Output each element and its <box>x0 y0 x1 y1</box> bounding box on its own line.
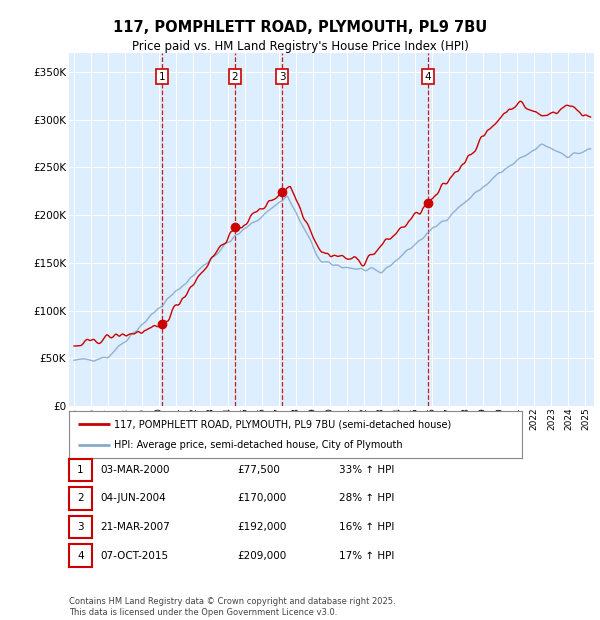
Text: 03-MAR-2000: 03-MAR-2000 <box>100 465 170 475</box>
Text: Price paid vs. HM Land Registry's House Price Index (HPI): Price paid vs. HM Land Registry's House … <box>131 40 469 53</box>
Text: 33% ↑ HPI: 33% ↑ HPI <box>339 465 394 475</box>
Text: 28% ↑ HPI: 28% ↑ HPI <box>339 494 394 503</box>
Text: 4: 4 <box>77 551 84 560</box>
Text: Contains HM Land Registry data © Crown copyright and database right 2025.
This d: Contains HM Land Registry data © Crown c… <box>69 598 395 617</box>
Text: 1: 1 <box>159 71 166 82</box>
Text: 04-JUN-2004: 04-JUN-2004 <box>100 494 166 503</box>
Text: 2: 2 <box>232 71 238 82</box>
Text: HPI: Average price, semi-detached house, City of Plymouth: HPI: Average price, semi-detached house,… <box>114 440 403 450</box>
Text: 1: 1 <box>77 465 84 475</box>
Text: 4: 4 <box>425 71 431 82</box>
Text: 117, POMPHLETT ROAD, PLYMOUTH, PL9 7BU (semi-detached house): 117, POMPHLETT ROAD, PLYMOUTH, PL9 7BU (… <box>114 419 452 429</box>
Text: £209,000: £209,000 <box>237 551 286 560</box>
Text: 16% ↑ HPI: 16% ↑ HPI <box>339 522 394 532</box>
Text: 117, POMPHLETT ROAD, PLYMOUTH, PL9 7BU: 117, POMPHLETT ROAD, PLYMOUTH, PL9 7BU <box>113 20 487 35</box>
Text: 3: 3 <box>279 71 286 82</box>
Text: £170,000: £170,000 <box>237 494 286 503</box>
Text: 21-MAR-2007: 21-MAR-2007 <box>100 522 170 532</box>
Text: 3: 3 <box>77 522 84 532</box>
Text: £192,000: £192,000 <box>237 522 286 532</box>
Text: £77,500: £77,500 <box>237 465 280 475</box>
Text: 07-OCT-2015: 07-OCT-2015 <box>100 551 169 560</box>
Text: 2: 2 <box>77 494 84 503</box>
Text: 17% ↑ HPI: 17% ↑ HPI <box>339 551 394 560</box>
